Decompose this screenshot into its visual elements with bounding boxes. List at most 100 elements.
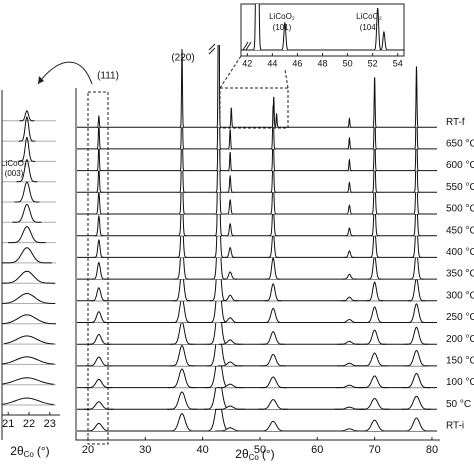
peak bbox=[229, 107, 234, 128]
x-tick-label: 30 bbox=[139, 444, 151, 456]
legend-label: 600 °C bbox=[446, 160, 474, 171]
inset-connector bbox=[219, 55, 289, 89]
peak bbox=[167, 391, 197, 410]
x-tick-label: 22 bbox=[23, 418, 35, 430]
peak-zoom bbox=[8, 226, 46, 244]
peak bbox=[339, 318, 360, 323]
legend-label: 400 °C bbox=[446, 247, 474, 258]
peak bbox=[362, 352, 388, 367]
peak bbox=[221, 294, 239, 302]
peak bbox=[88, 311, 110, 323]
peak-zoom bbox=[2, 247, 52, 264]
peak bbox=[359, 419, 390, 432]
peak bbox=[334, 406, 365, 410]
peak bbox=[364, 306, 385, 323]
peak bbox=[344, 250, 355, 258]
peak bbox=[336, 362, 363, 367]
annotation: LiCoO₂ bbox=[356, 12, 382, 21]
peak bbox=[227, 152, 233, 172]
peak-zoom bbox=[2, 397, 54, 406]
peak bbox=[264, 283, 282, 302]
peak-inset bbox=[252, 4, 262, 51]
peak bbox=[85, 378, 113, 389]
peak bbox=[347, 136, 352, 150]
peak bbox=[170, 320, 194, 345]
peak bbox=[179, 49, 185, 128]
peak bbox=[258, 399, 289, 410]
peak bbox=[86, 356, 112, 367]
peak bbox=[216, 383, 244, 389]
peak bbox=[227, 174, 234, 193]
x-axis-label: 2θCo (°) bbox=[235, 447, 274, 462]
main-traces bbox=[77, 45, 437, 432]
x-tick-label: 44 bbox=[267, 58, 277, 68]
legend-label: 450 °C bbox=[446, 225, 474, 236]
peak bbox=[90, 287, 108, 302]
legend-label: 350 °C bbox=[446, 269, 474, 280]
peak bbox=[215, 405, 246, 410]
peak bbox=[91, 261, 106, 280]
peak bbox=[168, 368, 196, 389]
legend-label: RT-f bbox=[446, 117, 465, 128]
annotation: (111) bbox=[97, 71, 119, 82]
peak bbox=[345, 204, 353, 215]
peak bbox=[258, 420, 289, 432]
legend-label: 650 °C bbox=[446, 139, 474, 150]
peak-zoom bbox=[16, 158, 38, 183]
peak-zoom bbox=[12, 203, 42, 223]
x-axis-label-sub: Co bbox=[24, 450, 35, 459]
break-mark bbox=[242, 41, 252, 51]
peak bbox=[405, 326, 428, 345]
break-mark bbox=[208, 43, 216, 55]
peak bbox=[274, 112, 279, 128]
peak-inset bbox=[379, 30, 389, 51]
peak bbox=[372, 77, 377, 128]
x-axis-label: 2θCo (°) bbox=[10, 444, 49, 459]
peak bbox=[260, 353, 286, 367]
x-tick-label: 21 bbox=[2, 418, 14, 430]
x-tick-label: 40 bbox=[197, 444, 209, 456]
peak bbox=[337, 340, 361, 345]
annotation: (101) bbox=[273, 23, 292, 32]
x-tick-label: 42 bbox=[242, 58, 252, 68]
zoom-box-111 bbox=[87, 91, 109, 445]
peak bbox=[94, 214, 103, 237]
x-axis-label-unit: (°) bbox=[37, 444, 50, 458]
arrow bbox=[37, 61, 93, 85]
left-traces bbox=[1, 110, 57, 406]
peak bbox=[83, 401, 114, 410]
peak bbox=[87, 333, 111, 345]
peak-zoom bbox=[4, 335, 55, 345]
annotation: LiCoO₂ bbox=[269, 12, 295, 21]
x-tick-label: 48 bbox=[317, 58, 327, 68]
peak bbox=[401, 395, 432, 410]
arrow-head bbox=[38, 76, 44, 84]
x-tick-label: 20 bbox=[82, 444, 94, 456]
peak bbox=[226, 198, 234, 215]
legend-label: RT-i bbox=[446, 421, 464, 432]
legend-label: 150 °C bbox=[446, 356, 474, 367]
peak bbox=[93, 239, 105, 258]
x-tick-label: 46 bbox=[292, 58, 302, 68]
inset-traces bbox=[241, 4, 404, 51]
peak bbox=[262, 307, 284, 323]
peak bbox=[342, 273, 357, 280]
peak bbox=[414, 66, 419, 128]
peak-zoom bbox=[1, 356, 55, 365]
peak bbox=[224, 246, 236, 258]
x-tick-label: 80 bbox=[426, 444, 438, 456]
peak bbox=[402, 372, 431, 389]
peak bbox=[347, 117, 352, 128]
peak bbox=[347, 158, 352, 172]
peak bbox=[403, 349, 430, 367]
peak bbox=[366, 281, 384, 302]
peak bbox=[345, 227, 354, 237]
x-axis-label-main: 2θ bbox=[235, 447, 249, 461]
peak bbox=[360, 375, 389, 389]
peak bbox=[340, 296, 359, 302]
peak bbox=[261, 331, 285, 345]
peak bbox=[95, 168, 102, 193]
x-axis-label-sub: Co bbox=[249, 453, 260, 462]
peak bbox=[335, 384, 364, 389]
peak bbox=[407, 277, 426, 302]
